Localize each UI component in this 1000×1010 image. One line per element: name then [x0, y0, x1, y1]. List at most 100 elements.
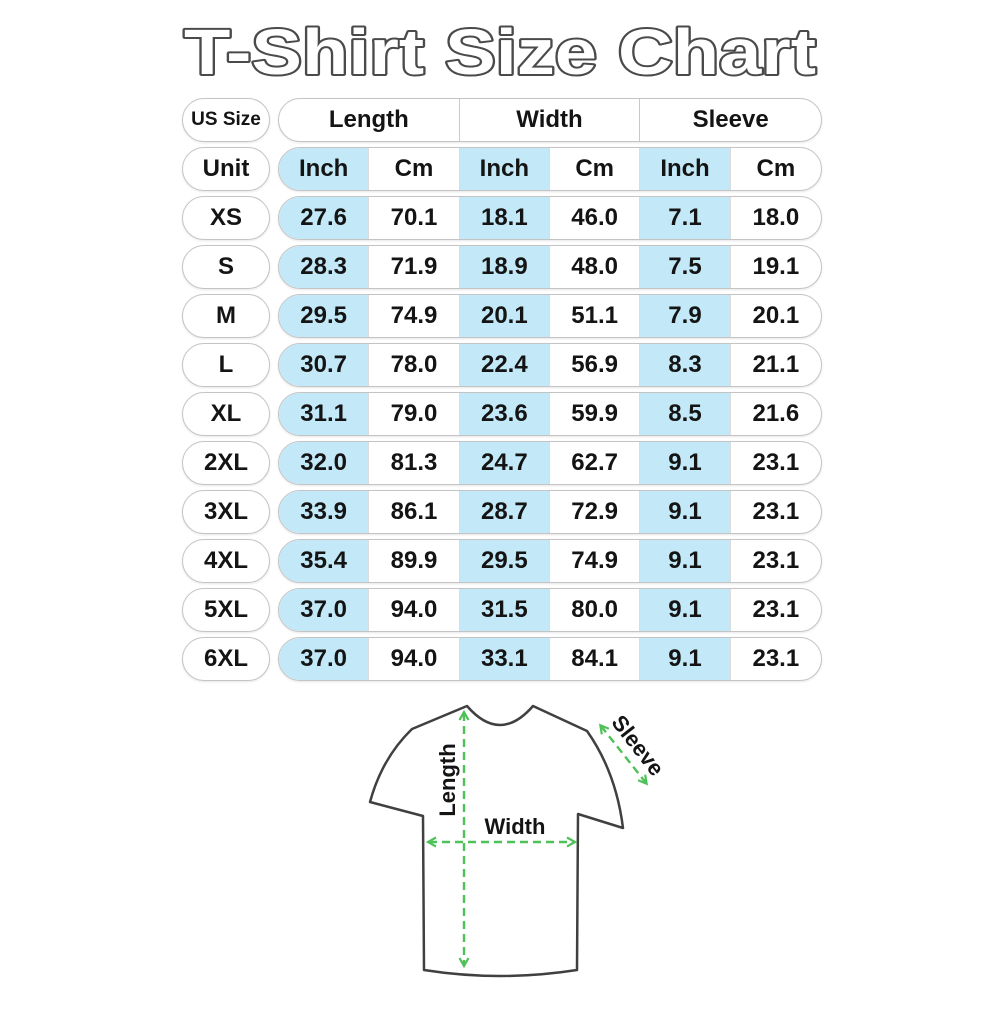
sleeve-label: Sleeve: [607, 710, 670, 780]
value-cell: 8.3: [640, 344, 731, 386]
table-row: M 29.5 74.9 20.1 51.1 7.9 20.1: [182, 294, 822, 338]
unit-cell-length-cm: Cm: [369, 148, 460, 190]
column-header-width: Width: [460, 99, 641, 141]
value-cell: 29.5: [459, 540, 550, 582]
value-pill: 27.6 70.1 18.1 46.0 7.1 18.0: [278, 196, 822, 240]
value-cell: 37.0: [279, 589, 370, 631]
value-pill: 32.0 81.3 24.7 62.7 9.1 23.1: [278, 441, 822, 485]
value-cell: 9.1: [640, 638, 731, 680]
value-cell: 24.7: [459, 442, 550, 484]
length-label: Length: [435, 743, 460, 816]
value-pill: 31.1 79.0 23.6 59.9 8.5 21.6: [278, 392, 822, 436]
value-cell: 80.0: [550, 589, 641, 631]
value-cell: 31.1: [279, 393, 370, 435]
us-size-header: US Size: [182, 98, 270, 142]
unit-cell-width-inch: Inch: [459, 148, 550, 190]
value-cell: 30.7: [279, 344, 370, 386]
value-cell: 9.1: [640, 491, 731, 533]
size-label: 6XL: [182, 637, 270, 681]
value-cell: 33.9: [279, 491, 370, 533]
value-cell: 18.9: [459, 246, 550, 288]
value-cell: 7.1: [640, 197, 731, 239]
value-cell: 59.9: [550, 393, 641, 435]
value-pill: 29.5 74.9 20.1 51.1 7.9 20.1: [278, 294, 822, 338]
size-label: 5XL: [182, 588, 270, 632]
value-cell: 72.9: [550, 491, 641, 533]
table-row: XL 31.1 79.0 23.6 59.9 8.5 21.6: [182, 392, 822, 436]
value-cell: 21.6: [752, 400, 800, 427]
value-pill: 33.9 86.1 28.7 72.9 9.1 23.1: [278, 490, 822, 534]
value-cell: 21.1: [752, 351, 800, 378]
value-cell: 79.0: [369, 393, 460, 435]
value-cell: 18.1: [459, 197, 550, 239]
column-header-length: Length: [279, 99, 460, 141]
value-cell: 78.0: [369, 344, 460, 386]
table-row: 3XL 33.9 86.1 28.7 72.9 9.1 23.1: [182, 490, 822, 534]
table-row: 4XL 35.4 89.9 29.5 74.9 9.1 23.1: [182, 539, 822, 583]
table-row: 2XL 32.0 81.3 24.7 62.7 9.1 23.1: [182, 441, 822, 485]
table-header-row: US Size Length Width Sleeve: [182, 98, 822, 142]
value-cell: 51.1: [550, 295, 641, 337]
value-cell: 23.1: [752, 449, 800, 476]
value-cell: 86.1: [369, 491, 460, 533]
value-pill: 35.4 89.9 29.5 74.9 9.1 23.1: [278, 539, 822, 583]
value-cell: 37.0: [279, 638, 370, 680]
value-cell: 22.4: [459, 344, 550, 386]
unit-cell-sleeve-cm: Cm: [756, 155, 796, 182]
size-label: 3XL: [182, 490, 270, 534]
value-cell: 74.9: [369, 295, 460, 337]
value-cell: 8.5: [640, 393, 731, 435]
table-row: 6XL 37.0 94.0 33.1 84.1 9.1 23.1: [182, 637, 822, 681]
table-row: XS 27.6 70.1 18.1 46.0 7.1 18.0: [182, 196, 822, 240]
value-pill: 37.0 94.0 31.5 80.0 9.1 23.1: [278, 588, 822, 632]
value-cell: 70.1: [369, 197, 460, 239]
column-group-header-pill: Length Width Sleeve: [278, 98, 822, 142]
value-cell: 81.3: [369, 442, 460, 484]
size-label: 4XL: [182, 539, 270, 583]
value-cell: 46.0: [550, 197, 641, 239]
value-cell: 23.1: [752, 596, 800, 623]
width-label: Width: [485, 814, 546, 839]
value-cell: 33.1: [459, 638, 550, 680]
size-label: XS: [182, 196, 270, 240]
size-label: 2XL: [182, 441, 270, 485]
value-pill: 28.3 71.9 18.9 48.0 7.5 19.1: [278, 245, 822, 289]
value-pill: 30.7 78.0 22.4 56.9 8.3 21.1: [278, 343, 822, 387]
value-cell: 28.7: [459, 491, 550, 533]
unit-header-row: Unit Inch Cm Inch Cm Inch Cm: [182, 147, 822, 191]
value-cell: 94.0: [369, 589, 460, 631]
value-cell: 35.4: [279, 540, 370, 582]
unit-header-pill: Inch Cm Inch Cm Inch Cm: [278, 147, 822, 191]
table-row: 5XL 37.0 94.0 31.5 80.0 9.1 23.1: [182, 588, 822, 632]
value-cell: 19.1: [752, 253, 800, 280]
value-cell: 9.1: [640, 442, 731, 484]
value-cell: 23.1: [752, 498, 800, 525]
value-cell: 28.3: [279, 246, 370, 288]
unit-header: Unit: [182, 147, 270, 191]
value-cell: 74.9: [550, 540, 641, 582]
value-cell: 29.5: [279, 295, 370, 337]
tshirt-diagram: Length Width Sleeve: [368, 704, 670, 978]
value-cell: 56.9: [550, 344, 641, 386]
page-title: T-Shirt Size Chart: [184, 16, 816, 88]
value-cell: 23.1: [752, 547, 800, 574]
value-cell: 71.9: [369, 246, 460, 288]
value-cell: 27.6: [279, 197, 370, 239]
value-cell: 9.1: [640, 589, 731, 631]
value-cell: 23.1: [752, 645, 800, 672]
unit-cell-length-inch: Inch: [279, 148, 370, 190]
size-label: XL: [182, 392, 270, 436]
unit-cell-sleeve-inch: Inch: [640, 148, 731, 190]
value-pill: 37.0 94.0 33.1 84.1 9.1 23.1: [278, 637, 822, 681]
value-cell: 62.7: [550, 442, 641, 484]
value-cell: 84.1: [550, 638, 641, 680]
value-cell: 18.0: [752, 204, 800, 231]
value-cell: 7.5: [640, 246, 731, 288]
size-label: S: [182, 245, 270, 289]
value-cell: 20.1: [459, 295, 550, 337]
size-label: L: [182, 343, 270, 387]
value-cell: 23.6: [459, 393, 550, 435]
value-cell: 89.9: [369, 540, 460, 582]
value-cell: 48.0: [550, 246, 641, 288]
table-row: S 28.3 71.9 18.9 48.0 7.5 19.1: [182, 245, 822, 289]
